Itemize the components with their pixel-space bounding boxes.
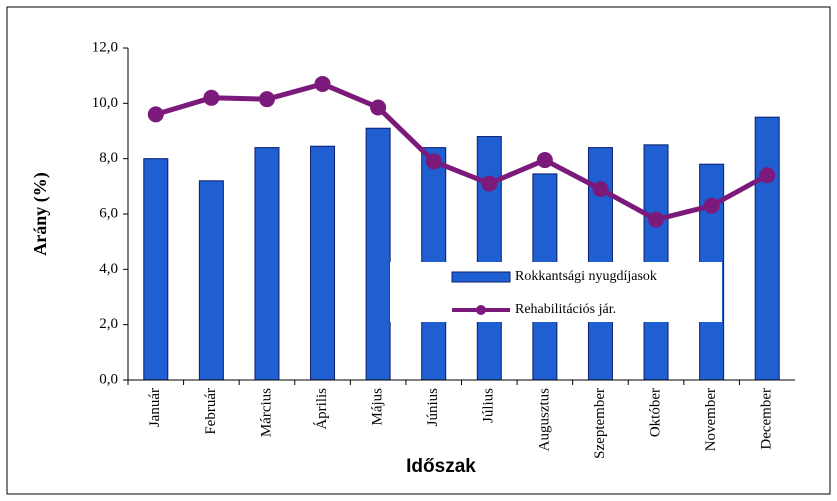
marker [258, 91, 275, 108]
marker [370, 99, 387, 116]
marker [759, 167, 776, 184]
bar [254, 147, 280, 381]
marker [481, 175, 498, 192]
x-tick-label: Szeptember [592, 388, 608, 459]
x-tick-label: Március [258, 388, 274, 437]
legend-label: Rehabilitációs jár. [515, 302, 616, 317]
marker [648, 211, 665, 228]
marker [147, 106, 164, 123]
x-tick-label: Április [313, 388, 330, 430]
marker [592, 181, 609, 198]
y-tick-label: 2,0 [99, 316, 118, 332]
marker [314, 75, 331, 92]
x-tick-label: Október [647, 388, 663, 437]
bar [754, 116, 780, 381]
marker [536, 152, 553, 169]
y-tick-label: 0,0 [99, 371, 118, 387]
bar [310, 145, 336, 381]
y-tick-label: 10,0 [92, 95, 118, 111]
bar [365, 127, 391, 381]
line [155, 81, 769, 223]
marker [425, 153, 442, 170]
x-tick-label: Február [203, 388, 219, 435]
x-tick-label: November [703, 388, 719, 451]
x-tick-label: Augusztus [536, 388, 552, 451]
x-tick-label: Május [370, 388, 386, 426]
x-axis-title: Időszak [406, 456, 476, 477]
y-tick-label: 4,0 [99, 261, 118, 277]
marker [203, 89, 220, 106]
legend-marker [476, 305, 486, 315]
bar [476, 136, 502, 381]
x-tick-label: Június [425, 388, 441, 427]
x-tick-label: December [759, 388, 775, 450]
bar [198, 180, 224, 381]
y-axis-title: Arány (%) [30, 172, 51, 256]
x-tick-label: Január [147, 388, 163, 427]
legend [390, 262, 722, 322]
legend-swatch [451, 271, 511, 283]
y-tick-label: 6,0 [99, 205, 118, 221]
marker [703, 197, 720, 214]
y-tick-label: 12,0 [92, 39, 118, 55]
y-tick-label: 8,0 [99, 150, 118, 166]
x-tick-label: Július [481, 388, 497, 423]
legend-label: Rokkantsági nyugdíjasok [515, 269, 657, 284]
bar [143, 158, 169, 381]
